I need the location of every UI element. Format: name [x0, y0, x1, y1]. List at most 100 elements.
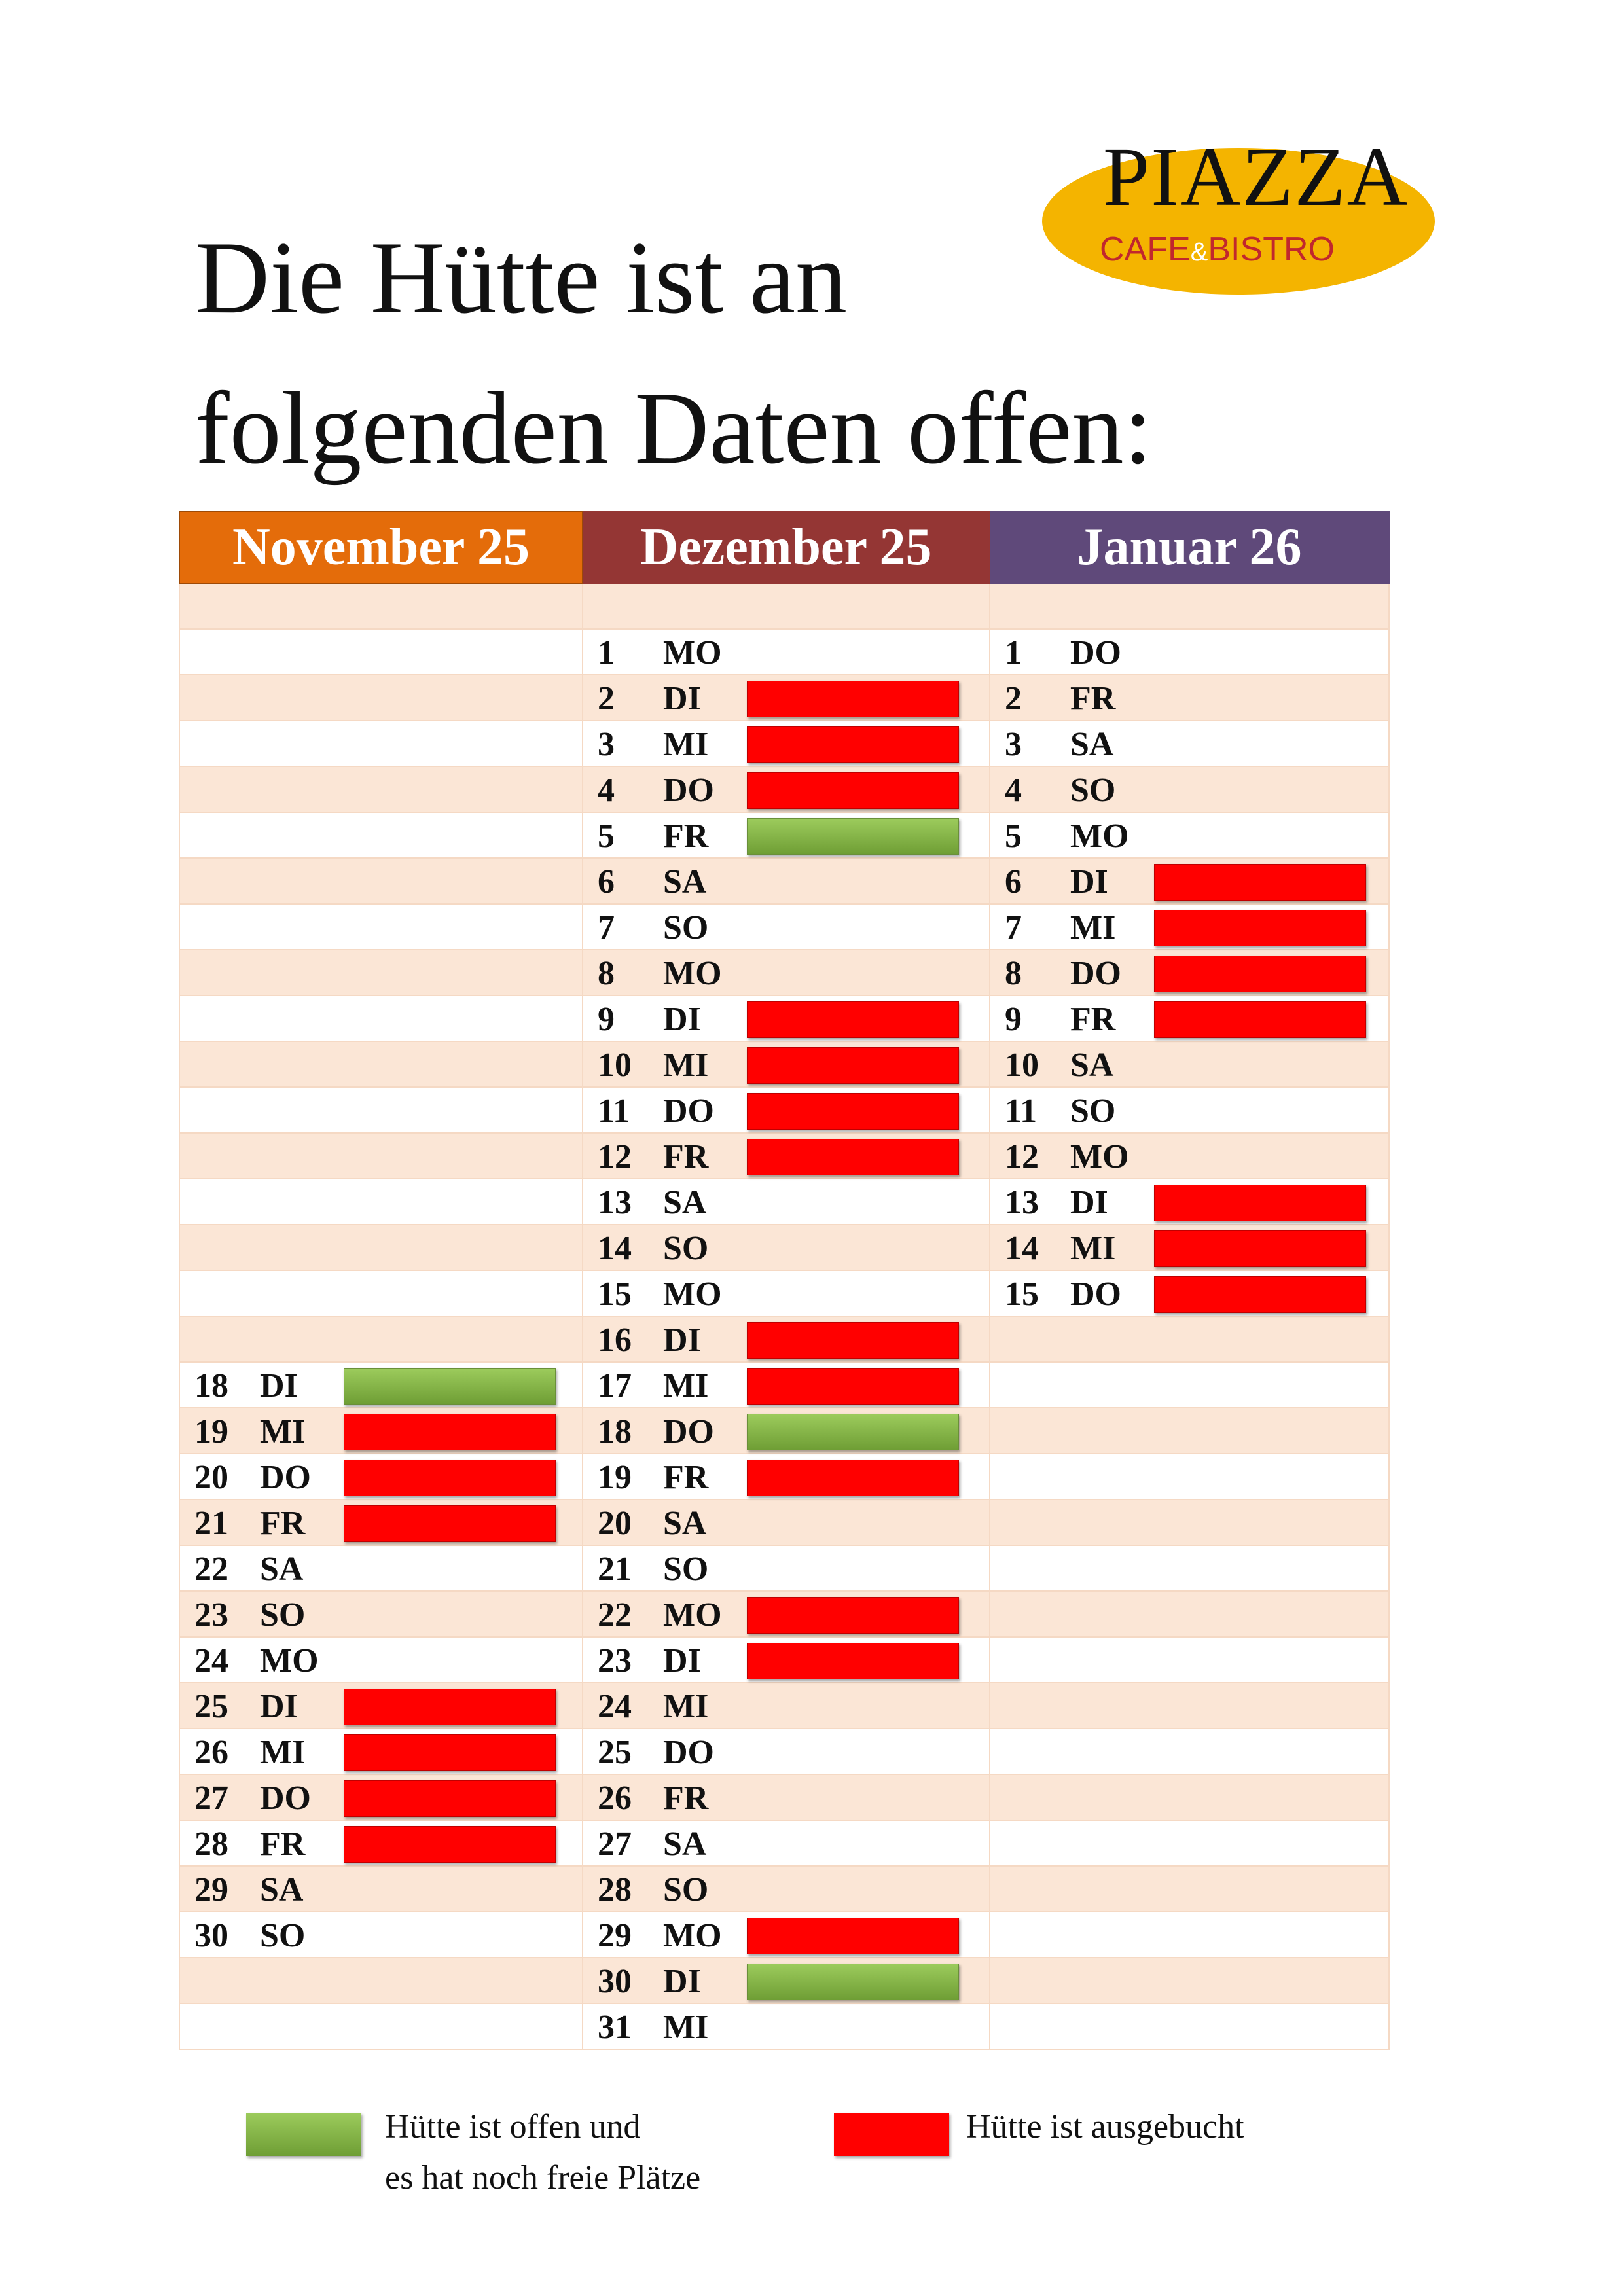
day-number: 9	[598, 1001, 615, 1038]
day-number: 16	[598, 1321, 632, 1359]
calendar-row: 10 MI 10 SA	[179, 1041, 1390, 1088]
calendar-cell-november	[179, 857, 583, 905]
calendar-cell-november: 26 MI	[179, 1728, 583, 1775]
day-number: 31	[598, 2009, 632, 2046]
calendar-cell-dezember: 18 DO	[582, 1407, 990, 1454]
day-entry: 7 MI	[990, 905, 1388, 949]
status-open-bar	[344, 1368, 556, 1405]
logo-main-text: PIAZZA	[1103, 130, 1409, 223]
day-entry: 27 DO	[180, 1775, 582, 1820]
status-booked-bar	[747, 1001, 959, 1038]
calendar-cell-januar: 14 MI	[989, 1224, 1390, 1271]
day-number: 18	[598, 1413, 632, 1450]
calendar-cell-dezember: 25 DO	[582, 1728, 990, 1775]
day-of-week: DI	[260, 1688, 298, 1725]
calendar-row: 5 FR 5 MO	[179, 812, 1390, 859]
calendar-cell-dezember: 24 MI	[582, 1682, 990, 1729]
day-of-week: MI	[1070, 1230, 1116, 1267]
day-entry: 20 DO	[180, 1454, 582, 1499]
day-number: 20	[194, 1459, 228, 1496]
logo-ellipse	[1042, 148, 1435, 295]
status-booked-bar	[344, 1734, 556, 1771]
day-number: 20	[598, 1505, 632, 1542]
day-entry: 5 FR	[583, 813, 989, 857]
day-number: 10	[598, 1047, 632, 1084]
day-entry: 8 MO	[583, 950, 989, 995]
day-of-week: DI	[663, 1001, 701, 1038]
calendar-cell-dezember: 27 SA	[582, 1820, 990, 1867]
calendar-cell-dezember: 26 FR	[582, 1774, 990, 1821]
month-header-dezember: Dezember 25	[582, 511, 990, 584]
calendar-cell-november: 19 MI	[179, 1407, 583, 1454]
calendar-cell-januar	[989, 1911, 1390, 1958]
calendar-row: 14 SO 14 MI	[179, 1224, 1390, 1271]
day-number: 23	[598, 1642, 632, 1679]
calendar-row: 19 MI 18 DO	[179, 1407, 1390, 1454]
day-entry: 25 DI	[180, 1683, 582, 1728]
calendar-cell-november	[179, 949, 583, 996]
day-entry: 6 DI	[990, 859, 1388, 903]
day-entry: 8 DO	[990, 950, 1388, 995]
calendar-cell-januar	[989, 1820, 1390, 1867]
day-entry: 1 DO	[990, 630, 1388, 674]
status-booked-bar	[747, 1918, 959, 1954]
calendar-cell-november	[179, 903, 583, 950]
calendar-row: 25 DI 24 MI	[179, 1682, 1390, 1729]
status-booked-bar	[344, 1689, 556, 1725]
day-entry: 24 MI	[583, 1683, 989, 1728]
day-number: 22	[598, 1596, 632, 1634]
day-of-week: MO	[663, 955, 722, 992]
title-line-2: folgenden Daten offen:	[195, 371, 1153, 486]
day-entry: 5 MO	[990, 813, 1388, 857]
day-of-week: MO	[663, 1596, 722, 1634]
day-of-week: MI	[663, 1367, 709, 1405]
calendar-cell-dezember: 21 SO	[582, 1545, 990, 1592]
day-of-week: MO	[663, 1917, 722, 1954]
month-header-row: November 25 Dezember 25 Januar 26	[179, 511, 1390, 584]
day-entry: 2 FR	[990, 675, 1388, 720]
calendar-cell-dezember: 28 SO	[582, 1865, 990, 1912]
calendar-cell-januar	[989, 1361, 1390, 1408]
day-of-week: DI	[1070, 1184, 1108, 1221]
calendar-row: 2 DI 2 FR	[179, 674, 1390, 721]
calendar-cell-november	[179, 1316, 583, 1363]
day-of-week: MO	[663, 634, 722, 672]
day-number: 17	[598, 1367, 632, 1405]
day-entry: 18 DI	[180, 1363, 582, 1407]
calendar-cell-januar: 7 MI	[989, 903, 1390, 950]
day-number: 25	[194, 1688, 228, 1725]
day-number: 8	[1005, 955, 1022, 992]
day-entry: 21 FR	[180, 1500, 582, 1545]
day-number: 19	[194, 1413, 228, 1450]
calendar-cell-januar	[989, 1636, 1390, 1683]
day-entry: 30 SO	[180, 1912, 582, 1957]
calendar-cell-november	[179, 2003, 583, 2050]
calendar-cell-november: 27 DO	[179, 1774, 583, 1821]
day-of-week: DI	[260, 1367, 298, 1405]
day-of-week: DO	[663, 1734, 714, 1771]
calendar-cell-dezember: 17 MI	[582, 1361, 990, 1408]
calendar-row: 9 DI 9 FR	[179, 995, 1390, 1042]
day-number: 29	[194, 1871, 228, 1909]
calendar-row: 4 DO 4 SO	[179, 766, 1390, 813]
status-booked-bar	[1154, 1276, 1366, 1313]
legend-open-swatch	[246, 2113, 361, 2156]
day-number: 12	[598, 1138, 632, 1175]
day-number: 29	[598, 1917, 632, 1954]
calendar-cell-januar: 11 SO	[989, 1086, 1390, 1134]
day-number: 10	[1005, 1047, 1039, 1084]
day-entry: 19 FR	[583, 1454, 989, 1499]
day-entry: 19 MI	[180, 1408, 582, 1453]
day-number: 15	[598, 1276, 632, 1313]
calendar-cell-januar: 12 MO	[989, 1132, 1390, 1179]
legend-booked-swatch	[834, 2113, 949, 2156]
calendar-row: 29 SA 28 SO	[179, 1865, 1390, 1912]
day-number: 4	[1005, 772, 1022, 809]
calendar-cell-november: 30 SO	[179, 1911, 583, 1958]
calendar-cell-januar: 3 SA	[989, 720, 1390, 767]
calendar-cell-januar: 1 DO	[989, 628, 1390, 675]
logo-sub-text: CAFE&BISTRO	[1100, 230, 1335, 268]
day-number: 23	[194, 1596, 228, 1634]
day-of-week: SA	[663, 1184, 707, 1221]
day-entry: 27 SA	[583, 1821, 989, 1865]
